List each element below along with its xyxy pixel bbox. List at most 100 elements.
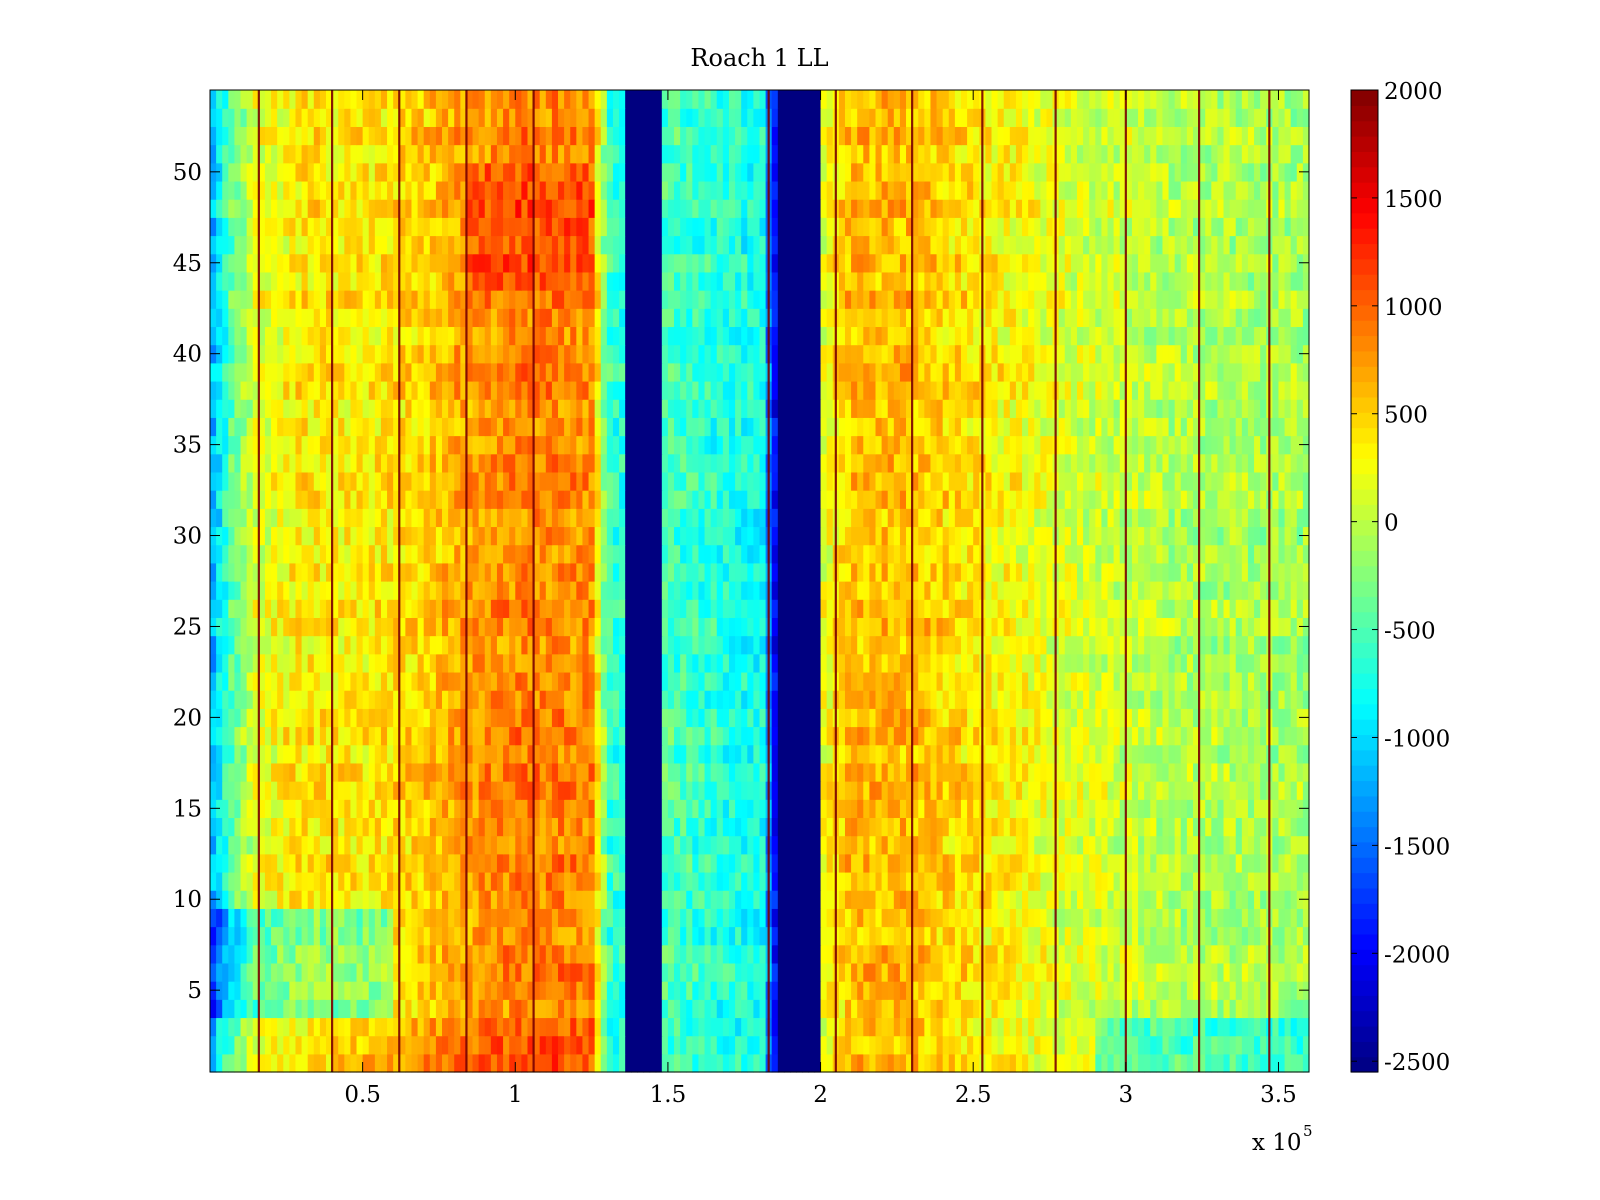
heatmap-cell <box>954 962 962 982</box>
heatmap-cell <box>1028 599 1035 618</box>
heatmap-cell <box>802 835 809 855</box>
heatmap-cell <box>954 726 962 746</box>
heatmap-cell <box>1076 853 1084 873</box>
heatmap-cell <box>997 653 1005 673</box>
heatmap-cell <box>796 890 803 909</box>
heatmap-cell <box>393 781 400 800</box>
heatmap-cell <box>1064 1053 1072 1073</box>
heatmap-cell <box>899 981 907 1000</box>
heatmap-cell <box>374 817 382 837</box>
heatmap-cell <box>264 744 272 764</box>
heatmap-cell <box>533 853 541 873</box>
heatmap-cell <box>1162 762 1170 782</box>
heatmap-cell <box>680 581 687 600</box>
heatmap-cell <box>1205 871 1212 891</box>
heatmap-cell <box>289 835 297 855</box>
heatmap-cell <box>448 671 455 691</box>
heatmap-cell <box>1022 853 1029 873</box>
heatmap-cell <box>838 635 846 655</box>
heatmap-cell <box>1290 744 1298 764</box>
heatmap-cell <box>277 617 284 637</box>
heatmap-cell <box>820 853 828 873</box>
heatmap-cell <box>838 835 846 855</box>
heatmap-cell <box>466 781 474 800</box>
heatmap-cell <box>674 744 681 764</box>
heatmap-cell <box>313 690 321 709</box>
heatmap-cell <box>289 762 297 782</box>
heatmap-cell <box>258 726 266 746</box>
heatmap-cell <box>1107 835 1115 855</box>
heatmap-cell <box>301 1035 309 1055</box>
heatmap-cell <box>570 926 577 946</box>
heatmap-cell <box>515 635 522 655</box>
heatmap-cell <box>838 653 846 673</box>
heatmap-cell <box>991 562 999 582</box>
heatmap-cell <box>1229 781 1237 800</box>
heatmap-cell <box>1028 871 1035 891</box>
heatmap-cell <box>1247 999 1255 1019</box>
heatmap-cell <box>814 981 822 1000</box>
heatmap-cell <box>631 1053 638 1073</box>
heatmap-cell <box>582 1035 590 1055</box>
heatmap-cell <box>692 908 700 928</box>
heatmap-cell <box>1205 653 1212 673</box>
heatmap-cell <box>741 708 748 728</box>
heatmap-cell <box>1174 999 1182 1019</box>
heatmap-cell <box>1205 999 1212 1019</box>
heatmap-cell <box>741 1017 748 1037</box>
heatmap-cell <box>1113 708 1121 728</box>
heatmap-cell <box>216 1035 223 1055</box>
heatmap-cell <box>612 799 620 819</box>
heatmap-cell <box>906 744 913 764</box>
heatmap-cell <box>1070 962 1078 982</box>
heatmap-cell <box>478 671 486 691</box>
heatmap-cell <box>631 744 638 764</box>
heatmap-cell <box>735 635 742 655</box>
heatmap-cell <box>344 871 352 891</box>
heatmap-cell <box>637 726 645 746</box>
heatmap-cell <box>1076 890 1084 909</box>
heatmap-cell <box>612 962 620 982</box>
heatmap-cell <box>698 799 706 819</box>
heatmap-cell <box>551 726 559 746</box>
heatmap-cell <box>887 635 895 655</box>
heatmap-cell <box>918 981 925 1000</box>
heatmap-cell <box>380 599 388 618</box>
heatmap-cell <box>844 726 852 746</box>
heatmap-cell <box>264 962 272 982</box>
heatmap-cell <box>1113 781 1121 800</box>
heatmap-cell <box>399 635 406 655</box>
heatmap-cell <box>210 690 217 709</box>
heatmap-cell <box>527 1017 535 1037</box>
heatmap-cell <box>435 1035 443 1055</box>
heatmap-cell <box>228 708 236 728</box>
heatmap-cell <box>1003 653 1011 673</box>
heatmap-cell <box>295 671 303 691</box>
heatmap-cell <box>851 1053 858 1073</box>
heatmap-cell <box>228 926 236 946</box>
heatmap-cell <box>948 1035 956 1055</box>
heatmap-cell <box>264 1053 272 1073</box>
heatmap-cell <box>747 726 754 746</box>
heatmap-cell <box>930 708 938 728</box>
heatmap-cell <box>735 835 742 855</box>
heatmap-cell <box>1217 1035 1225 1055</box>
heatmap-cell <box>1247 926 1255 946</box>
heatmap-cell <box>496 817 504 837</box>
heatmap-cell <box>973 908 980 928</box>
heatmap-cell <box>747 926 754 946</box>
heatmap-cell <box>863 817 870 837</box>
heatmap-cell <box>1040 981 1048 1000</box>
heatmap-cell <box>1162 617 1170 637</box>
heatmap-cell <box>667 690 675 709</box>
heatmap-cell <box>869 890 877 909</box>
heatmap-cell <box>643 690 651 709</box>
heatmap-cell <box>759 871 767 891</box>
heatmap-cell <box>802 962 809 982</box>
heatmap-cell <box>1290 599 1298 618</box>
heatmap-cell <box>1083 1017 1090 1037</box>
heatmap-cell <box>893 835 901 855</box>
heatmap-cell <box>429 599 437 618</box>
heatmap-cell <box>454 962 461 982</box>
heatmap-cell <box>820 562 828 582</box>
